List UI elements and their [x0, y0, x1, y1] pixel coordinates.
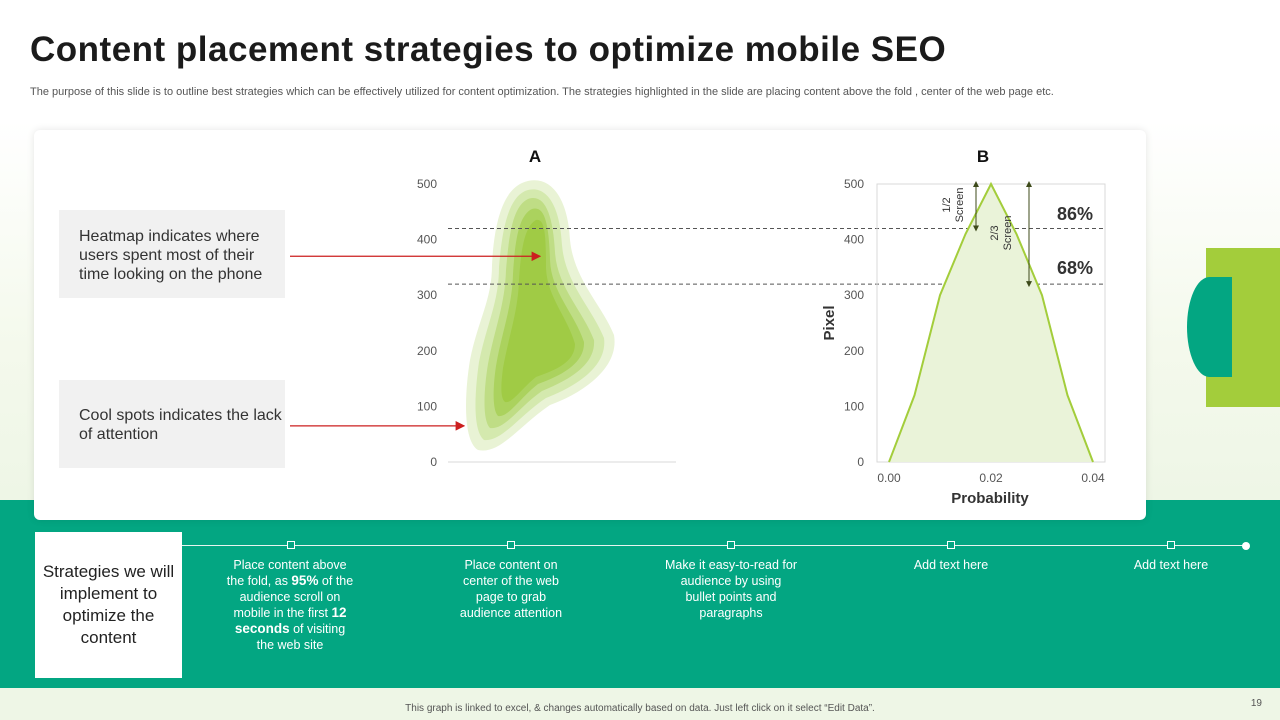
timeline-line [182, 545, 1246, 546]
timeline-step-3: Make it easy-to-read for audience by usi… [665, 558, 797, 620]
timeline-end-dot [1242, 542, 1250, 550]
chart-a-title: A [529, 147, 541, 166]
chart-a-ytick-1: 100 [417, 399, 437, 413]
timeline-step-1: Place content above the fold, as 95% of … [226, 558, 354, 652]
timeline-step-4: Add text here [913, 558, 989, 572]
green-band [0, 500, 1280, 688]
heatmap-note: Heatmap indicates where users spent most… [59, 210, 285, 298]
timeline-marker-3 [727, 541, 735, 549]
heat-hotspot [501, 219, 575, 403]
chart-a-ytick-4: 400 [417, 233, 437, 247]
chart-a-ytick-5: 500 [417, 177, 437, 191]
page-title: Content placement strategies to optimize… [30, 30, 947, 69]
footer-bar [0, 688, 1280, 720]
strategy-box: Strategies we will implement to optimize… [35, 532, 182, 678]
timeline-marker-1 [287, 541, 295, 549]
coolspots-note: Cool spots indicates the lack of attenti… [59, 380, 285, 468]
chart-a-ytick-3: 300 [417, 288, 437, 302]
timeline-step-5: Add text here [1133, 558, 1209, 572]
timeline-step-2: Place content on center of the web page … [459, 558, 563, 620]
page-subtitle: The purpose of this slide is to outline … [30, 86, 1054, 98]
decor-half-circle [1187, 277, 1232, 377]
timeline-marker-4 [947, 541, 955, 549]
footer-note: This graph is linked to excel, & changes… [405, 703, 875, 714]
timeline-marker-5 [1167, 541, 1175, 549]
timeline-marker-2 [507, 541, 515, 549]
chart-a-ytick-0: 0 [430, 455, 437, 469]
chart-a-ytick-2: 200 [417, 344, 437, 358]
page-number: 19 [1250, 698, 1262, 709]
